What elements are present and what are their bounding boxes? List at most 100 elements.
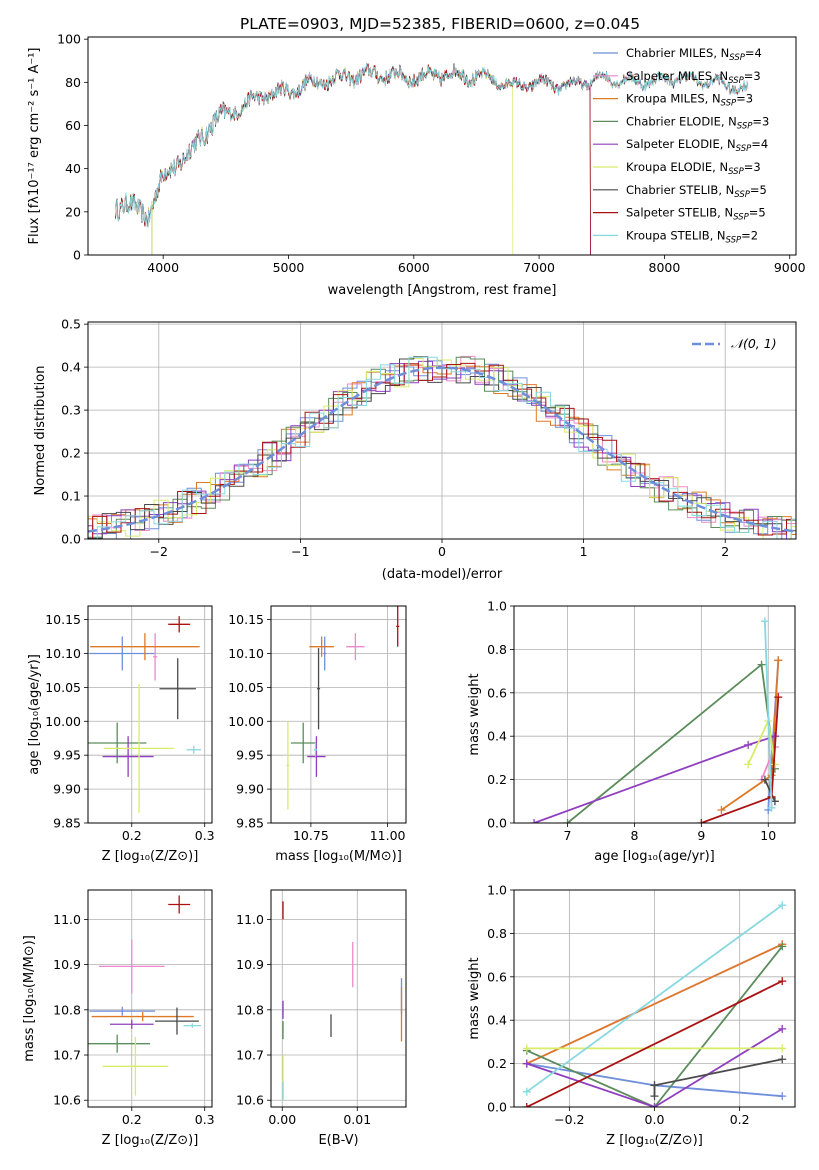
- y-tick-label: 10.15: [45, 612, 81, 627]
- y-tick-label: 0.5: [61, 317, 81, 332]
- x-tick-label: 0.01: [343, 1112, 371, 1127]
- panel-4: 7 8 9 10 0.0 0.2 0.4 0.6 0.8 1.0 age [log₁₀(age/yr…: [467, 599, 796, 864]
- mass-weight-line-8: [526, 904, 783, 1093]
- plus-marker: [760, 617, 769, 626]
- plus-marker: [774, 656, 783, 665]
- plus-marker: [778, 901, 787, 910]
- y-axis-label: mass weight: [467, 673, 482, 755]
- legend-label: Kroupa ELODIE, N: [626, 160, 728, 174]
- axes-frame: [270, 605, 407, 824]
- legend-label: Salpeter MILES, N: [626, 69, 728, 83]
- x-tick-label: 10: [760, 828, 776, 843]
- histogram-6: [88, 356, 796, 539]
- x-tick-label: 11.00: [370, 828, 406, 843]
- y-tick-label: 10.15: [228, 612, 264, 627]
- legend-val: =5: [749, 206, 766, 220]
- plus-marker: [650, 1103, 659, 1107]
- legend-sub: SSP: [736, 144, 752, 154]
- legend-sub: SSP: [729, 53, 745, 63]
- spectrum-line-4: [115, 63, 591, 255]
- y-tick-label: 10.6: [236, 1093, 264, 1108]
- x-tick-label: 0.2: [122, 1112, 142, 1127]
- legend-sub: SSP: [734, 190, 750, 200]
- histogram-0: [88, 360, 796, 539]
- plus-marker: [774, 693, 783, 702]
- y-tick-label: 0.0: [61, 532, 81, 547]
- x-tick-label: 0.3: [195, 1112, 215, 1127]
- legend-entry: Kroupa ELODIE, NSSP=3: [626, 160, 761, 177]
- y-tick-label: 0.0: [487, 816, 507, 831]
- x-axis-label: Z [log₁₀(Z/Z⊙)]: [102, 1133, 199, 1148]
- y-axis-label: Flux [fλ10⁻¹⁷ erg cm⁻² s⁻¹ A⁻¹]: [27, 48, 42, 245]
- panel-0: 4000 5000 6000 7000 8000 9000 0 20 40 60 80 100 wave…: [27, 32, 806, 298]
- mass-weight-line-6: [764, 779, 776, 802]
- panel-7: −0.2 0.0 0.2 0.0 0.2 0.4 0.6 0.8 1.0 Z [log₁₀(Z/Z…: [467, 883, 796, 1148]
- y-tick-label: 20: [65, 204, 81, 219]
- legend-entry: Chabrier MILES, NSSP=4: [626, 46, 762, 63]
- y-tick-label: 10.00: [45, 714, 81, 729]
- plus-marker: [778, 1044, 787, 1053]
- panel-5: 0.2 0.3 10.6 10.7 10.8 10.9 11.0 Z [log₁₀(Z/Z⊙)…: [22, 889, 215, 1148]
- plot-area: [514, 606, 795, 823]
- plus-marker: [697, 819, 706, 823]
- plus-marker: [522, 1087, 531, 1096]
- y-tick-label: 0.8: [487, 926, 507, 941]
- plot-area: [88, 606, 212, 823]
- plus-marker: [778, 1024, 787, 1033]
- plus-marker: [778, 977, 787, 986]
- legend-label: Chabrier STELIB, N: [626, 183, 734, 197]
- legend-val: =5: [750, 183, 767, 197]
- histogram-1: [88, 355, 796, 539]
- y-axis-label: Normed distribution: [33, 366, 48, 496]
- x-tick-label: 8: [630, 828, 638, 843]
- figure-title: PLATE=0903, MJD=52385, FIBERID=0600, z=0…: [240, 15, 640, 33]
- histogram-7: [88, 362, 796, 539]
- plot-area: [271, 890, 406, 1107]
- panel-1: −2 −1 0 1 2 0.0 0.1 0.2 0.3 0.4 0.5 (data-model)/er…: [33, 317, 797, 582]
- legend-label: Kroupa MILES, N: [626, 92, 721, 106]
- y-tick-label: 0.1: [61, 489, 81, 504]
- y-tick-label: 10.8: [53, 1002, 81, 1017]
- y-tick-label: 9.85: [53, 816, 81, 831]
- y-tick-label: 10.05: [228, 680, 264, 695]
- spectrum-line-7: [115, 63, 591, 255]
- plus-marker: [778, 1092, 787, 1101]
- y-tick-label: 10.10: [45, 646, 81, 661]
- axes-frame: [87, 889, 213, 1108]
- x-tick-label: 0.2: [730, 1112, 750, 1127]
- panel-3: 10.75 11.00 9.85 9.90 9.95 10.00 10.05 10.10 10.…: [228, 605, 407, 864]
- x-axis-label: (data-model)/error: [382, 567, 503, 582]
- y-tick-label: 1.0: [487, 883, 507, 898]
- x-axis-label: Z [log₁₀(Z/Z⊙)]: [606, 1133, 703, 1148]
- y-axis-label: mass weight: [467, 957, 482, 1039]
- y-tick-label: 0.2: [61, 446, 81, 461]
- y-tick-label: 10.05: [45, 680, 81, 695]
- plot-area: [88, 890, 212, 1107]
- legend-label: Salpeter ELODIE, N: [626, 137, 736, 151]
- y-tick-label: 9.85: [236, 816, 264, 831]
- mass-weight-line-7: [526, 980, 783, 1107]
- x-tick-label: 0: [438, 544, 446, 559]
- plus-marker: [757, 660, 766, 669]
- x-tick-label: 0.0: [645, 1112, 665, 1127]
- y-tick-label: 10.00: [228, 714, 264, 729]
- y-axis-label: mass [log₁₀(M/M⊙)]: [22, 935, 37, 1062]
- x-tick-label: 0.00: [268, 1112, 296, 1127]
- y-tick-label: 0.4: [487, 1013, 507, 1028]
- y-tick-label: 40: [65, 161, 81, 176]
- mass-weight-line-4: [526, 1028, 783, 1107]
- y-tick-label: 0.4: [487, 729, 507, 744]
- x-tick-label: 6000: [398, 260, 430, 275]
- plus-marker: [650, 1092, 659, 1101]
- x-tick-label: −0.2: [554, 1112, 584, 1127]
- mass-weight-line-3: [526, 945, 783, 1107]
- x-tick-label: 10.75: [293, 828, 329, 843]
- y-tick-label: 0: [73, 248, 81, 263]
- y-tick-label: 11.0: [236, 912, 264, 927]
- plus-marker: [767, 771, 776, 780]
- plus-marker: [744, 760, 753, 769]
- plus-marker: [770, 760, 779, 769]
- y-tick-label: 0.8: [487, 642, 507, 657]
- x-tick-label: 8000: [649, 260, 681, 275]
